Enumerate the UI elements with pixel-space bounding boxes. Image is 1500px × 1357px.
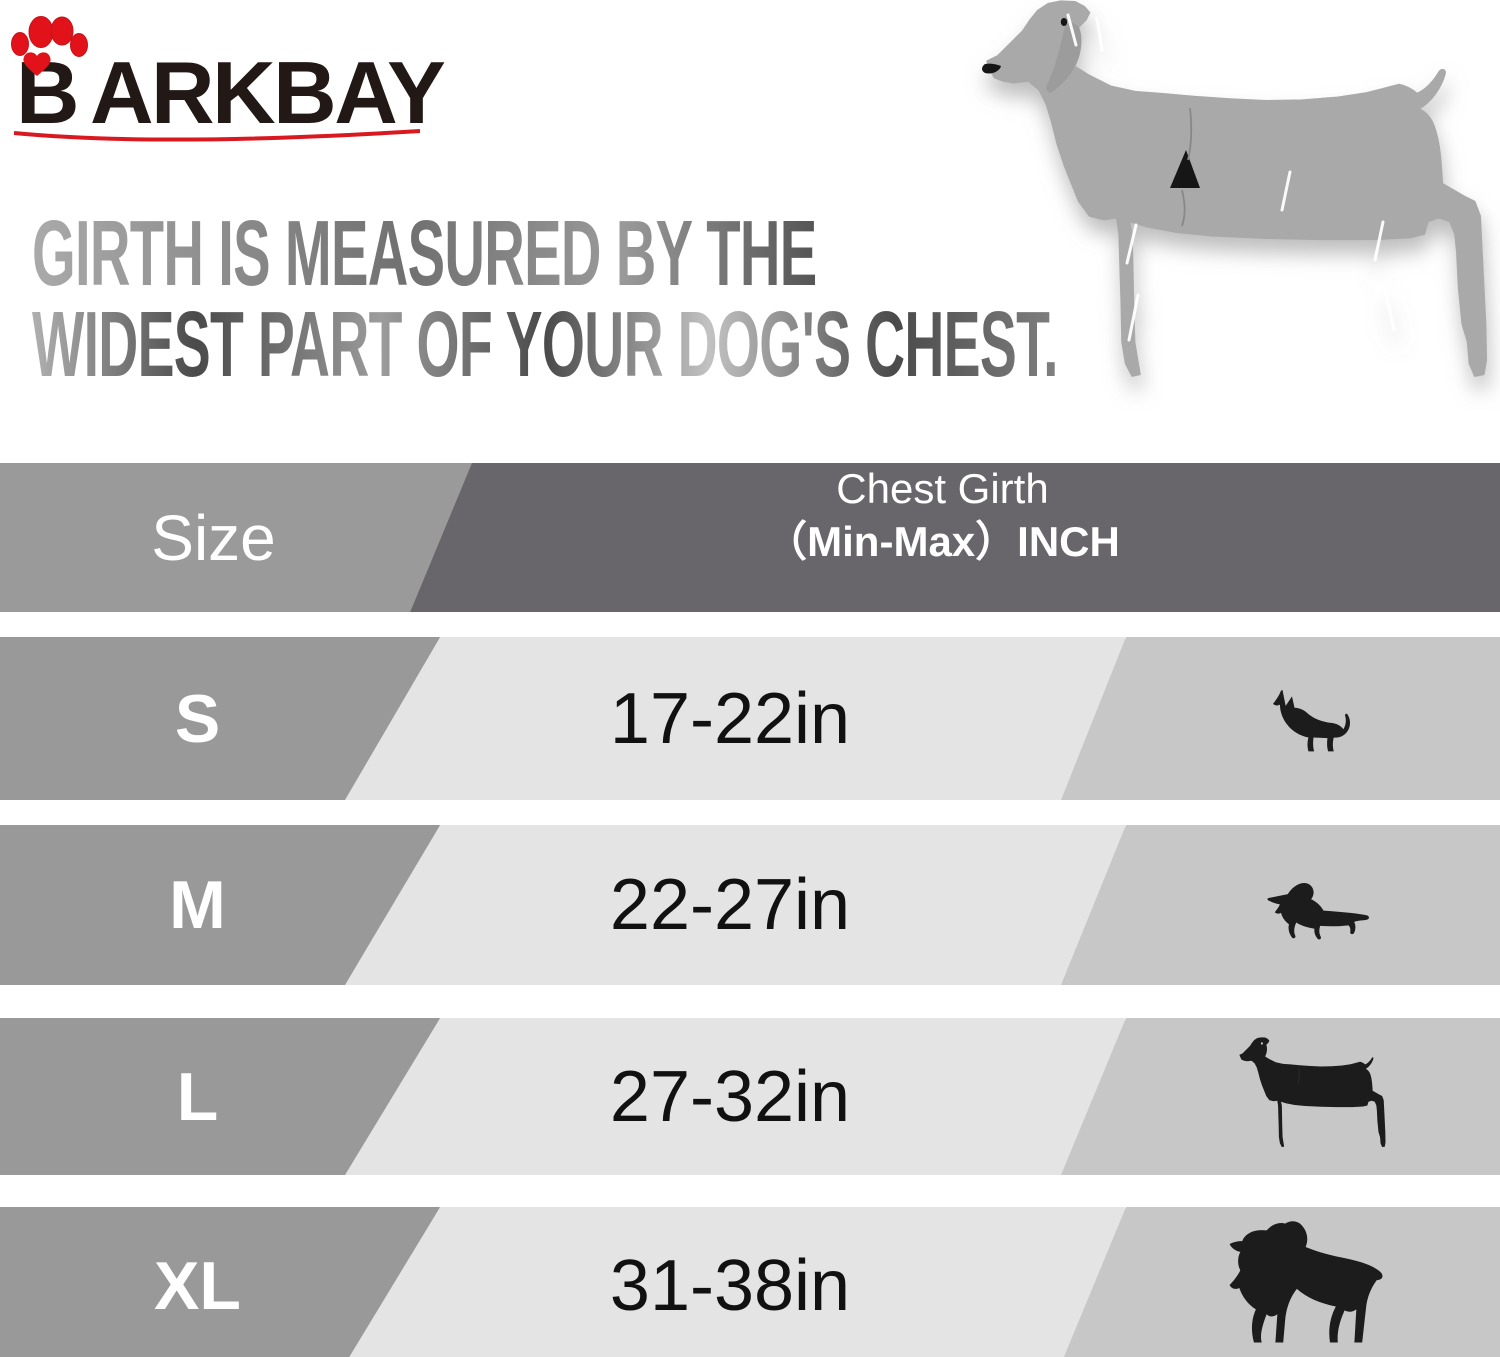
svg-text:ARKBAY: ARKBAY <box>90 43 445 142</box>
